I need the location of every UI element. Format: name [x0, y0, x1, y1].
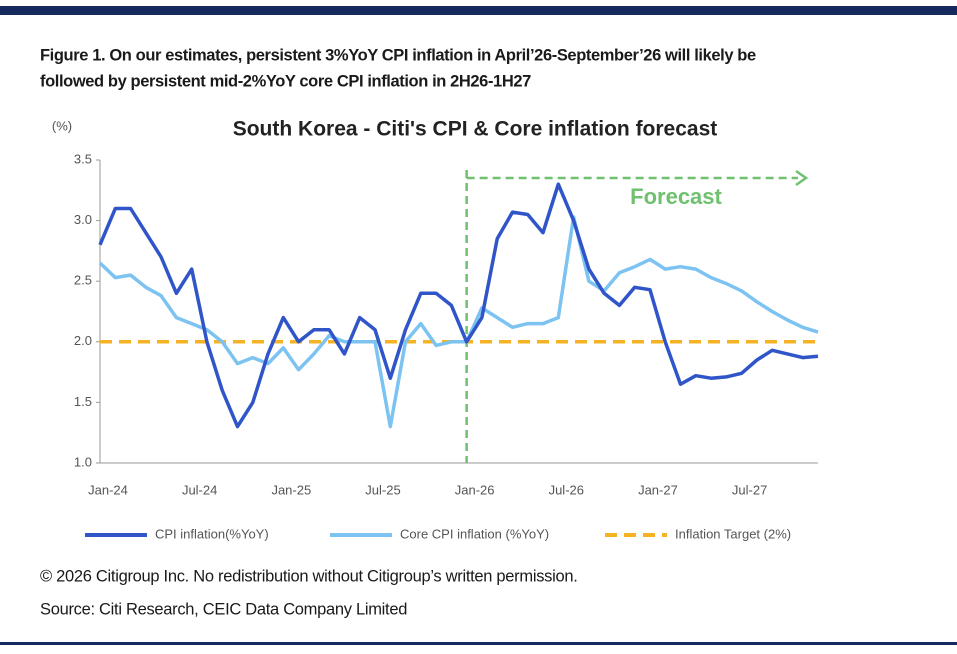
forecast-label: Forecast [630, 184, 722, 209]
x-tick-label: Jan-24 [88, 482, 128, 497]
y-tick-label: 1.0 [74, 454, 92, 469]
x-tick-label: Jan-27 [638, 482, 678, 497]
bottom-bar [0, 642, 957, 645]
forecast-arrowhead [795, 169, 809, 187]
y-tick-label: 2.0 [74, 333, 92, 348]
caption-line: followed by persistent mid-2%YoY core CP… [40, 72, 531, 90]
y-tick-label: 3.0 [74, 212, 92, 227]
caption-line: Figure 1. On our estimates, persistent 3… [40, 46, 756, 64]
x-tick-label: Jul-27 [732, 482, 767, 497]
chart-title: South Korea - Citi's CPI & Core inflatio… [233, 118, 718, 141]
legend-label: Inflation Target (2%) [675, 526, 791, 541]
y-unit: (%) [52, 118, 72, 133]
legend-label: Core CPI inflation (%YoY) [400, 526, 549, 541]
x-tick-label: Jul-26 [549, 482, 584, 497]
legend-label: CPI inflation(%YoY) [155, 526, 269, 541]
copyright: © 2026 Citigroup Inc. No redistribution … [40, 567, 578, 585]
x-tick-label: Jul-24 [182, 482, 217, 497]
x-tick-label: Jan-26 [455, 482, 495, 497]
x-tick-label: Jul-25 [365, 482, 400, 497]
y-tick-label: 2.5 [74, 273, 92, 288]
series-line [98, 182, 819, 429]
series-line [98, 215, 819, 429]
source: Source: Citi Research, CEIC Data Company… [40, 600, 407, 618]
y-tick-label: 1.5 [74, 394, 92, 409]
y-tick-label: 3.5 [74, 151, 92, 166]
top-bar [0, 6, 957, 15]
x-tick-label: Jan-25 [271, 482, 311, 497]
